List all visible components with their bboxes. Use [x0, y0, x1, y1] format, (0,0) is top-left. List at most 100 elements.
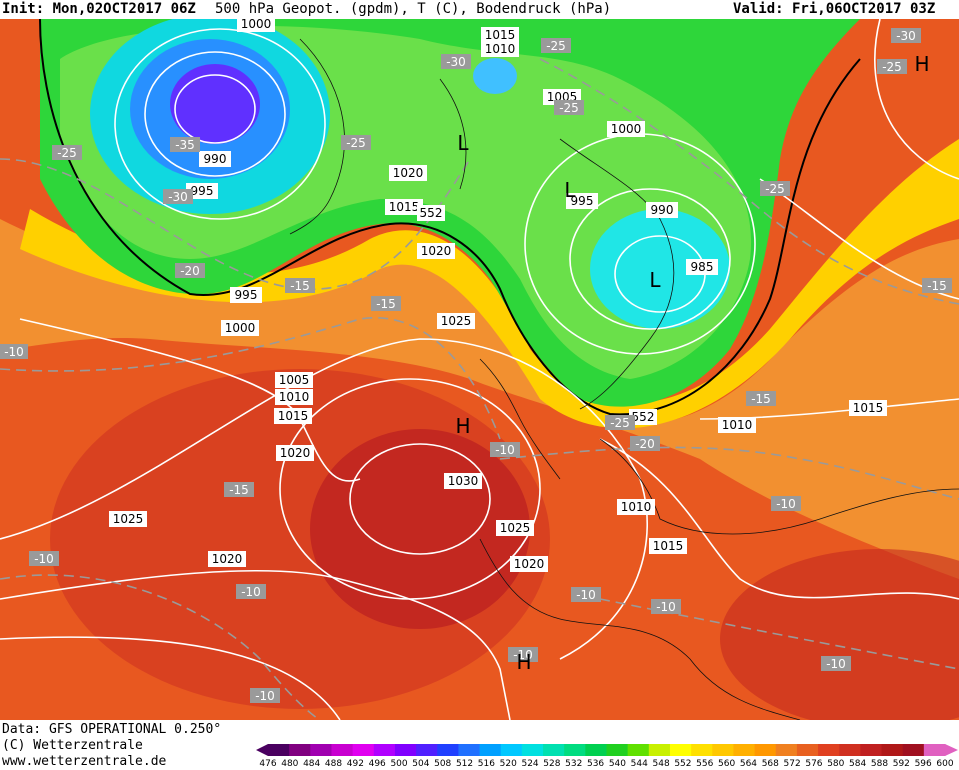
temp-label: -10 — [508, 647, 538, 662]
svg-text:-10: -10 — [656, 600, 676, 614]
svg-text:990: 990 — [651, 203, 674, 217]
svg-text:-20: -20 — [635, 437, 655, 451]
svg-text:-15: -15 — [229, 483, 249, 497]
svg-text:1020: 1020 — [514, 557, 545, 571]
svg-text:1015: 1015 — [853, 401, 884, 415]
svg-text:1020: 1020 — [280, 446, 311, 460]
coastlines — [289, 38, 959, 720]
svg-text:-25: -25 — [610, 416, 630, 430]
scale-value: 580 — [827, 759, 845, 769]
scale-cell — [627, 744, 650, 756]
website-link[interactable]: www.wetterzentrale.de — [2, 754, 167, 769]
scale-value: 576 — [805, 759, 823, 769]
init-time: Init: Mon,02OCT2017 06Z — [2, 1, 196, 17]
scale-cell — [839, 744, 861, 756]
temp-label: -10 — [0, 344, 28, 359]
scale-cell — [437, 744, 459, 756]
svg-text:-15: -15 — [376, 297, 396, 311]
scale-value: 476 — [259, 759, 277, 769]
scale-value: 536 — [586, 759, 605, 769]
isobar-label: 1015 — [274, 408, 312, 424]
low-small-north — [473, 58, 517, 94]
temp-label: -25 — [52, 145, 82, 160]
scale-value: 572 — [783, 759, 801, 769]
svg-text:-10: -10 — [34, 552, 54, 566]
scale-cell — [289, 744, 311, 756]
svg-text:1000: 1000 — [241, 19, 272, 31]
scale-cell — [416, 744, 438, 756]
svg-text:-30: -30 — [896, 29, 916, 43]
scale-cell — [881, 744, 904, 756]
scale-cell — [543, 744, 565, 756]
valid-time: Valid: Fri,06OCT2017 03Z — [733, 1, 936, 17]
svg-text:1025: 1025 — [500, 521, 531, 535]
isobar-label: 1020 — [417, 243, 455, 259]
color-scale-labels: 476 480 484 488 492 496 500 504 508 512 516 520 524 5… — [259, 759, 955, 770]
temp-label: -10 — [821, 656, 851, 671]
temperature-labels: -25 -35 -30 -20 -15 -15 -25 -30 -25 -25 … — [0, 28, 952, 703]
svg-text:-25: -25 — [882, 60, 902, 74]
scale-cell — [775, 744, 798, 756]
scale-value: 548 — [652, 759, 670, 769]
svg-text:-10: -10 — [495, 443, 515, 457]
scale-value: 552 — [674, 759, 692, 769]
scale-value: 496 — [368, 759, 386, 769]
svg-text:-30: -30 — [446, 55, 466, 69]
scale-value: 532 — [565, 759, 583, 769]
scale-value: 540 — [608, 759, 626, 769]
svg-text:-35: -35 — [175, 138, 195, 152]
scale-value: 528 — [543, 759, 561, 769]
contour-label: 552 — [629, 409, 657, 425]
svg-text:-10: -10 — [576, 588, 596, 602]
svg-text:1015: 1015 — [278, 409, 309, 423]
scale-value: 492 — [346, 759, 364, 769]
isobar-label: 1005 — [275, 372, 313, 388]
low-center-marker: L — [649, 268, 661, 292]
isobar-label: 1000 — [237, 19, 275, 32]
weather-map[interactable]: 1000 990 995 1015 1010 1005 1000 1020 10… — [0, 19, 959, 720]
svg-text:1020: 1020 — [393, 166, 424, 180]
isobar-label: 1000 — [607, 121, 645, 137]
low-center-marker: L — [564, 178, 576, 202]
scale-value: 516 — [477, 759, 495, 769]
contour-label: 552 — [417, 205, 445, 221]
isobar-label: 1020 — [208, 551, 246, 567]
isobar-label: 1010 — [275, 389, 313, 405]
svg-text:1015: 1015 — [485, 28, 516, 42]
copyright: (C) Wetterzentrale — [2, 738, 143, 753]
scale-cell — [712, 744, 734, 756]
isobar-label: 1010 — [718, 417, 756, 433]
scale-cell — [606, 744, 629, 756]
scale-cell — [310, 744, 332, 756]
scale-value: 488 — [324, 759, 343, 769]
svg-text:1005: 1005 — [279, 373, 310, 387]
scale-value: 512 — [455, 759, 474, 769]
svg-text:-25: -25 — [559, 101, 579, 115]
scale-cell — [458, 744, 481, 756]
map-title: 500 hPa Geopot. (gpdm), T (C), Bodendruc… — [215, 1, 612, 17]
svg-text:-10: -10 — [826, 657, 846, 671]
svg-text:1000: 1000 — [611, 122, 642, 136]
svg-text:-25: -25 — [57, 146, 77, 160]
svg-text:1020: 1020 — [421, 244, 452, 258]
scale-cell — [860, 744, 883, 756]
scale-cell — [754, 744, 777, 756]
svg-text:1010: 1010 — [485, 42, 516, 56]
temp-label: -15 — [224, 482, 254, 497]
svg-text:-25: -25 — [546, 39, 566, 53]
temp-label: -30 — [163, 189, 193, 204]
scale-value: 484 — [303, 759, 321, 769]
scale-cell — [585, 744, 607, 756]
scale-value: 560 — [718, 759, 736, 769]
isobar-label: 1020 — [389, 165, 427, 181]
scale-value: 564 — [739, 759, 758, 769]
isobar-label: 1015 — [649, 538, 687, 554]
svg-text:-10: -10 — [241, 585, 261, 599]
svg-text:-15: -15 — [751, 392, 771, 406]
scale-cell — [479, 744, 502, 756]
isobar-label: 1010 — [481, 41, 519, 57]
pressure-labels: 1000 990 995 1015 1010 1005 1000 1020 10… — [109, 19, 887, 572]
map-header: Init: Mon,02OCT2017 06Z 500 hPa Geopot. … — [0, 0, 959, 19]
weather-map-canvas: 1000 990 995 1015 1010 1005 1000 1020 10… — [0, 19, 959, 720]
scale-value: 596 — [914, 759, 932, 769]
